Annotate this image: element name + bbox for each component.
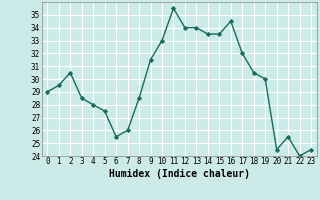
X-axis label: Humidex (Indice chaleur): Humidex (Indice chaleur) bbox=[109, 169, 250, 179]
